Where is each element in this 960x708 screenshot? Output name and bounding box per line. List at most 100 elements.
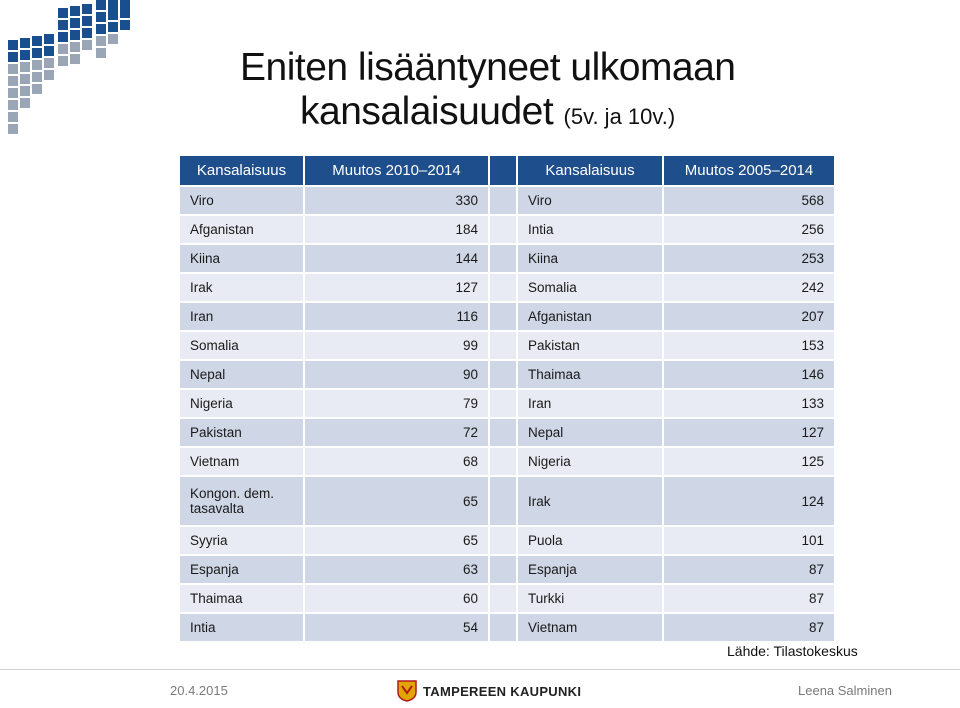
table-row: Somalia 99 Pakistan 153	[180, 332, 834, 359]
row-value-b: 568	[664, 187, 834, 214]
row-value-a: 65	[305, 527, 488, 554]
row-country-b: Kiina	[518, 245, 662, 272]
row-country-a: Intia	[180, 614, 303, 641]
title-line-2-text: kansalaisuudet	[300, 90, 554, 133]
row-gap	[490, 245, 516, 272]
row-value-b: 242	[664, 274, 834, 301]
row-gap	[490, 303, 516, 330]
row-country-a: Afganistan	[180, 216, 303, 243]
row-gap	[490, 332, 516, 359]
row-value-a: 90	[305, 361, 488, 388]
row-gap	[490, 556, 516, 583]
row-gap	[490, 419, 516, 446]
row-value-b: 87	[664, 556, 834, 583]
table-row: Nepal 90 Thaimaa 146	[180, 361, 834, 388]
row-country-b: Irak	[518, 477, 662, 525]
page-title: Eniten lisääntyneet ulkomaan kansalaisuu…	[240, 46, 940, 139]
row-gap	[490, 614, 516, 641]
row-country-a: Nigeria	[180, 390, 303, 417]
row-value-a: 65	[305, 477, 488, 525]
row-value-a: 72	[305, 419, 488, 446]
table-row: Viro 330 Viro 568	[180, 187, 834, 214]
row-value-b: 253	[664, 245, 834, 272]
row-value-b: 124	[664, 477, 834, 525]
organization-name: TAMPEREEN KAUPUNKI	[423, 683, 582, 699]
footer-date: 20.4.2015	[170, 683, 228, 698]
row-country-b: Afganistan	[518, 303, 662, 330]
row-gap	[490, 187, 516, 214]
table-row: Kiina 144 Kiina 253	[180, 245, 834, 272]
header-gap	[490, 156, 516, 185]
table-row: Afganistan 184 Intia 256	[180, 216, 834, 243]
row-gap	[490, 585, 516, 612]
row-country-b: Viro	[518, 187, 662, 214]
row-country-a: Iran	[180, 303, 303, 330]
city-crest-icon	[397, 680, 417, 702]
row-country-a: Kongon. dem. tasavalta	[180, 477, 303, 525]
table-row: Irak 127 Somalia 242	[180, 274, 834, 301]
header-change-2010-2014: Muutos 2010–2014	[305, 156, 488, 185]
table-row: Thaimaa 60 Turkki 87	[180, 585, 834, 612]
row-value-b: 127	[664, 419, 834, 446]
row-value-b: 101	[664, 527, 834, 554]
footer-divider	[0, 669, 960, 670]
row-country-b: Pakistan	[518, 332, 662, 359]
row-value-b: 125	[664, 448, 834, 475]
row-country-b: Iran	[518, 390, 662, 417]
row-gap	[490, 274, 516, 301]
row-country-b: Somalia	[518, 274, 662, 301]
table-row: Espanja 63 Espanja 87	[180, 556, 834, 583]
row-country-a: Kiina	[180, 245, 303, 272]
row-gap	[490, 361, 516, 388]
row-value-b: 153	[664, 332, 834, 359]
row-country-b: Vietnam	[518, 614, 662, 641]
row-country-a: Vietnam	[180, 448, 303, 475]
row-country-b: Espanja	[518, 556, 662, 583]
row-gap	[490, 390, 516, 417]
header-nationality-1: Kansalaisuus	[180, 156, 303, 185]
row-value-a: 330	[305, 187, 488, 214]
row-value-b: 87	[664, 614, 834, 641]
row-value-a: 127	[305, 274, 488, 301]
row-value-a: 184	[305, 216, 488, 243]
table-row: Intia 54 Vietnam 87	[180, 614, 834, 641]
row-value-b: 256	[664, 216, 834, 243]
row-country-b: Puola	[518, 527, 662, 554]
row-value-a: 99	[305, 332, 488, 359]
source-note: Lähde: Tilastokeskus	[727, 643, 858, 659]
table-header-row: Kansalaisuus Muutos 2010–2014 Kansalaisu…	[180, 156, 834, 185]
row-value-a: 60	[305, 585, 488, 612]
row-country-a: Viro	[180, 187, 303, 214]
row-value-a: 54	[305, 614, 488, 641]
row-country-a: Nepal	[180, 361, 303, 388]
footer-author: Leena Salminen	[798, 683, 892, 698]
table-row: Vietnam 68 Nigeria 125	[180, 448, 834, 475]
table-row: Kongon. dem. tasavalta 65 Irak 124	[180, 477, 834, 525]
row-country-b: Nepal	[518, 419, 662, 446]
row-country-b: Turkki	[518, 585, 662, 612]
row-country-a: Syyria	[180, 527, 303, 554]
header-nationality-2: Kansalaisuus	[518, 156, 662, 185]
table-row: Nigeria 79 Iran 133	[180, 390, 834, 417]
table-row: Iran 116 Afganistan 207	[180, 303, 834, 330]
row-value-b: 87	[664, 585, 834, 612]
row-value-b: 133	[664, 390, 834, 417]
row-gap	[490, 477, 516, 525]
row-country-a: Espanja	[180, 556, 303, 583]
table-row: Syyria 65 Puola 101	[180, 527, 834, 554]
row-value-a: 79	[305, 390, 488, 417]
row-value-a: 116	[305, 303, 488, 330]
title-suffix: (5v. ja 10v.)	[563, 104, 676, 129]
row-country-a: Somalia	[180, 332, 303, 359]
row-country-a: Irak	[180, 274, 303, 301]
decorative-grid-logo	[8, 0, 130, 134]
row-country-a: Pakistan	[180, 419, 303, 446]
title-line-1: Eniten lisääntyneet ulkomaan	[240, 46, 736, 89]
row-value-b: 207	[664, 303, 834, 330]
row-gap	[490, 527, 516, 554]
tampere-logo: TAMPEREEN KAUPUNKI	[397, 679, 581, 703]
row-country-b: Thaimaa	[518, 361, 662, 388]
row-value-b: 146	[664, 361, 834, 388]
row-gap	[490, 448, 516, 475]
row-value-a: 144	[305, 245, 488, 272]
